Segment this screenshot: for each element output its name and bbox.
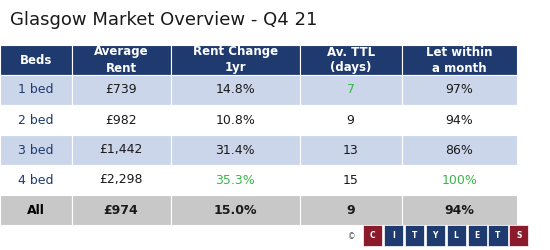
Bar (402, 75, 517, 105)
Text: £2,298: £2,298 (99, 174, 143, 186)
Bar (170, 45, 300, 75)
Bar (72, 135, 170, 165)
Bar (363, 224, 382, 246)
Bar (72, 45, 170, 75)
Text: All: All (27, 204, 45, 216)
Bar (72, 105, 170, 135)
Bar (426, 224, 445, 246)
Text: 2 bed: 2 bed (18, 114, 53, 126)
Text: 97%: 97% (446, 84, 473, 96)
Bar (384, 224, 403, 246)
Text: T: T (496, 230, 500, 239)
Text: 1 bed: 1 bed (18, 84, 53, 96)
Bar (402, 165, 517, 195)
Text: 31.4%: 31.4% (215, 144, 255, 156)
Text: £982: £982 (105, 114, 137, 126)
Text: E: E (475, 230, 480, 239)
Text: 7: 7 (346, 84, 355, 96)
Bar (405, 224, 424, 246)
Text: Rent Change
1yr: Rent Change 1yr (192, 46, 278, 74)
Bar (300, 165, 402, 195)
Bar (170, 135, 300, 165)
Text: T: T (412, 230, 417, 239)
Bar (509, 224, 529, 246)
Bar (72, 75, 170, 105)
Text: £974: £974 (103, 204, 139, 216)
Text: Av. TTL
(days): Av. TTL (days) (327, 46, 375, 74)
Bar (402, 45, 517, 75)
Bar (170, 105, 300, 135)
Bar (72, 165, 170, 195)
Text: I: I (392, 230, 395, 239)
Text: C: C (370, 230, 376, 239)
Text: 15: 15 (343, 174, 359, 186)
Text: ©: © (348, 232, 355, 241)
Text: L: L (454, 230, 459, 239)
Text: 94%: 94% (444, 204, 474, 216)
Bar (0, 135, 72, 165)
Text: £739: £739 (105, 84, 137, 96)
Text: 35.3%: 35.3% (215, 174, 255, 186)
Text: 9: 9 (346, 114, 355, 126)
Bar (170, 195, 300, 225)
Bar (170, 165, 300, 195)
Bar (300, 45, 402, 75)
Bar (72, 195, 170, 225)
Text: 3 bed: 3 bed (18, 144, 53, 156)
Bar (300, 105, 402, 135)
Bar (402, 135, 517, 165)
Bar (0, 165, 72, 195)
Bar (488, 224, 508, 246)
Text: Average
Rent: Average Rent (94, 46, 148, 74)
Bar (300, 75, 402, 105)
Bar (0, 105, 72, 135)
Text: 86%: 86% (446, 144, 473, 156)
Bar (468, 224, 487, 246)
Text: 94%: 94% (446, 114, 473, 126)
Text: 10.8%: 10.8% (215, 114, 255, 126)
Text: 14.8%: 14.8% (215, 84, 255, 96)
Bar (0, 195, 72, 225)
Bar (170, 75, 300, 105)
Bar (402, 195, 517, 225)
Bar (0, 75, 72, 105)
Text: 15.0%: 15.0% (213, 204, 257, 216)
Text: 100%: 100% (441, 174, 477, 186)
Text: Let within
a month: Let within a month (426, 46, 492, 74)
Text: Glasgow Market Overview - Q4 21: Glasgow Market Overview - Q4 21 (10, 11, 317, 29)
Bar (447, 224, 466, 246)
Text: 4 bed: 4 bed (18, 174, 53, 186)
Bar (300, 135, 402, 165)
Text: 13: 13 (343, 144, 359, 156)
Text: S: S (516, 230, 521, 239)
Bar (300, 195, 402, 225)
Text: Y: Y (433, 230, 438, 239)
Text: Beds: Beds (20, 54, 52, 66)
Text: 9: 9 (346, 204, 355, 216)
Text: £1,442: £1,442 (100, 144, 142, 156)
Bar (0, 45, 72, 75)
Bar (402, 105, 517, 135)
